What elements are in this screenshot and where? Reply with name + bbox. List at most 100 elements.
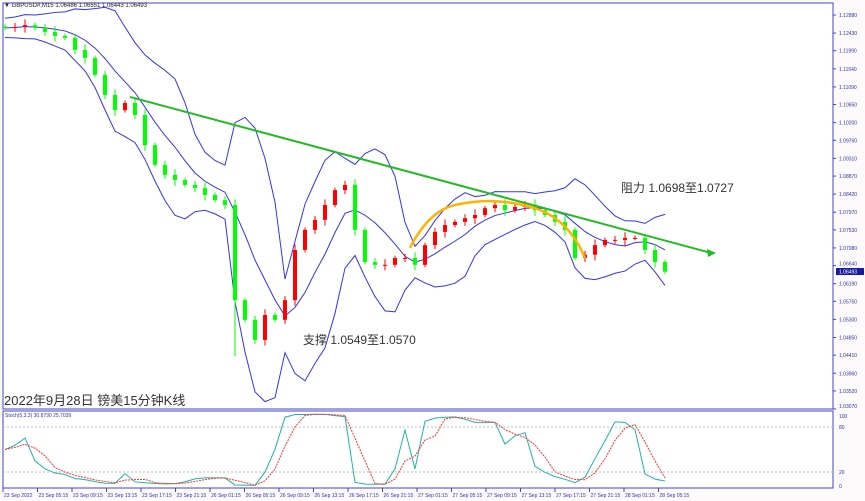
time-tick-label: 26 Sep 13:15 [315, 493, 345, 499]
candle-body [593, 245, 597, 255]
time-tick-label: 26 Sep 01:15 [211, 493, 241, 499]
time-tick-label: 23 Sep 17:15 [142, 493, 172, 499]
candle-body [383, 264, 387, 266]
stoch-level-label: 0 [839, 484, 842, 490]
candle-body [373, 262, 377, 265]
stoch-pane [2, 410, 834, 489]
time-tick-label: 23 Sep 21:15 [177, 493, 207, 499]
candle-body [123, 102, 127, 111]
chart-caption: 2022年9月28日 镑美15分钟K线 [4, 393, 186, 408]
price-tick-label: 1.05300 [839, 317, 857, 323]
time-tick-label: 27 Sep 21:15 [591, 493, 621, 499]
price-tick-label: 1.03520 [839, 389, 857, 395]
candle-body [493, 204, 497, 209]
time-tick-label: 26 Sep 09:15 [280, 493, 310, 499]
candle-body [513, 206, 517, 211]
candle-body [43, 27, 47, 32]
candle-body [663, 262, 667, 272]
price-tick-label: 1.10650 [839, 103, 857, 109]
stoch-level-label: 100 [839, 414, 848, 420]
price-tick-label: 1.03070 [839, 404, 857, 410]
arc-curve [408, 199, 587, 259]
time-tick-label: 23 Sep 2022 [4, 493, 33, 499]
stoch-label: Stoch(5,3,3) 30.8730 25.7039 [5, 413, 72, 419]
candle-body [423, 245, 427, 265]
time-tick-label: 27 Sep 01:15 [418, 493, 448, 499]
candle-body [653, 249, 657, 263]
time-tick-label: 28 Sep 01:15 [625, 493, 655, 499]
candle-body [263, 315, 267, 340]
price-tick-label: 1.12430 [839, 31, 857, 37]
stoch-level-label: 20 [839, 470, 845, 476]
price-tick-label: 1.05750 [839, 299, 857, 305]
candle-body [343, 184, 347, 191]
trendline-arrowhead [707, 249, 716, 257]
candle-body [93, 57, 97, 75]
main-pane [2, 2, 834, 410]
candle-body [63, 35, 67, 38]
candle-body [273, 315, 277, 320]
candle-body [183, 180, 187, 185]
time-tick-label: 26 Sep 05:15 [246, 493, 276, 499]
price-tick-label: 1.03960 [839, 371, 857, 377]
price-tick-label: 1.07530 [839, 228, 857, 234]
price-tick-label: 1.04850 [839, 336, 857, 342]
candle-body [253, 319, 257, 340]
candle-body [313, 219, 317, 230]
time-tick-label: 27 Sep 09:15 [487, 493, 517, 499]
time-tick-label: 28 Sep 05:15 [660, 493, 690, 499]
time-tick-label: 23 Sep 05:15 [39, 493, 69, 499]
dropdown-icon[interactable]: ▼ [4, 3, 10, 9]
candle-body [283, 300, 287, 320]
candle-body [393, 257, 397, 265]
price-tick-label: 1.11540 [839, 67, 857, 73]
candle-body [303, 229, 307, 250]
candle-body [193, 184, 197, 189]
candle-body [203, 188, 207, 195]
candle-body [333, 190, 337, 205]
candle-body [243, 300, 247, 320]
candle-body [323, 204, 327, 220]
time-tick-label: 27 Sep 17:15 [556, 493, 586, 499]
candle-body [633, 237, 637, 239]
candle-body [643, 237, 647, 250]
candle-body [463, 218, 467, 222]
current-price-label: 1.06493 [839, 270, 857, 276]
candle-body [613, 239, 617, 241]
candle-body [433, 231, 437, 246]
candle-body [143, 115, 147, 146]
price-tick-label: 1.06640 [839, 262, 857, 268]
price-tick-label: 1.10200 [839, 121, 857, 127]
candle-body [363, 229, 367, 263]
candle-body [133, 102, 137, 116]
candle-body [163, 164, 167, 175]
time-tick-label: 27 Sep 05:15 [453, 493, 483, 499]
bollinger-lower [4, 36, 666, 403]
price-tick-label: 1.08420 [839, 192, 857, 198]
candle-body [443, 225, 447, 232]
candle-body [623, 237, 627, 240]
price-tick-label: 1.08870 [839, 174, 857, 180]
price-tick-label: 1.09310 [839, 156, 857, 162]
time-tick-label: 27 Sep 13:15 [522, 493, 552, 499]
candle-body [503, 204, 507, 211]
price-tick-label: 1.12880 [839, 13, 857, 19]
candle-body [73, 37, 77, 50]
candle-body [53, 31, 57, 36]
price-tick-label: 1.07970 [839, 210, 857, 216]
symbol-label: GBPUSD#,M15 [11, 3, 54, 9]
candle-body [3, 26, 7, 28]
price-tick-label: 1.07080 [839, 246, 857, 252]
resistance-annotation: 阻力 1.0698至1.0727 [621, 181, 734, 195]
price-tick-label: 1.11090 [839, 85, 857, 91]
candle-body [153, 145, 157, 165]
candle-body [473, 215, 477, 219]
time-tick-label: 26 Sep 21:15 [384, 493, 414, 499]
resistance-trendline [129, 95, 713, 255]
candle-body [233, 204, 237, 301]
price-tick-label: 1.11990 [839, 49, 857, 55]
price-tick-label: 1.04410 [839, 353, 857, 359]
candle-body [453, 221, 457, 226]
stoch-signal-line [4, 413, 666, 486]
